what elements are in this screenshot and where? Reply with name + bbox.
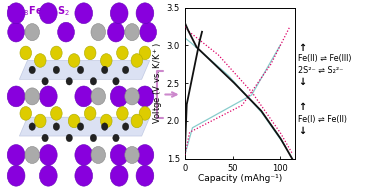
Circle shape [42, 77, 48, 85]
Circle shape [75, 145, 93, 165]
Circle shape [125, 146, 139, 163]
Text: 2S²⁻ ⇌ S₂²⁻: 2S²⁻ ⇌ S₂²⁻ [298, 66, 344, 75]
Text: ↑: ↑ [298, 43, 306, 53]
Circle shape [7, 86, 25, 107]
Circle shape [136, 145, 154, 165]
Circle shape [51, 46, 62, 60]
Circle shape [125, 24, 139, 41]
Circle shape [117, 107, 128, 120]
Circle shape [85, 46, 96, 60]
Circle shape [110, 165, 128, 186]
Circle shape [75, 3, 93, 24]
Circle shape [40, 165, 57, 186]
Circle shape [68, 54, 80, 67]
Circle shape [101, 114, 112, 128]
Text: ↑: ↑ [298, 102, 306, 112]
X-axis label: Capacity (mAhg⁻¹): Capacity (mAhg⁻¹) [198, 174, 282, 183]
Circle shape [34, 54, 46, 67]
Circle shape [77, 66, 84, 74]
Circle shape [7, 3, 25, 24]
Circle shape [29, 123, 36, 130]
Circle shape [66, 77, 72, 85]
Text: Fe(II) ⇌ Fe(III): Fe(II) ⇌ Fe(III) [298, 54, 352, 64]
Circle shape [131, 114, 143, 128]
Y-axis label: Voltge (V vs. K/K$^+$): Voltge (V vs. K/K$^+$) [152, 42, 165, 124]
Circle shape [58, 22, 74, 42]
Circle shape [34, 114, 46, 128]
Circle shape [136, 86, 154, 107]
Circle shape [125, 88, 139, 105]
Circle shape [20, 46, 31, 60]
Circle shape [110, 145, 128, 165]
Circle shape [40, 86, 57, 107]
Circle shape [108, 22, 124, 42]
Circle shape [139, 46, 151, 60]
Circle shape [122, 123, 129, 130]
Circle shape [90, 77, 97, 85]
Circle shape [53, 123, 60, 130]
Circle shape [75, 165, 93, 186]
Circle shape [8, 22, 25, 42]
Circle shape [110, 3, 128, 24]
Circle shape [51, 107, 62, 120]
Circle shape [42, 134, 48, 142]
Circle shape [68, 114, 80, 128]
Circle shape [131, 54, 143, 67]
Circle shape [140, 22, 157, 42]
Circle shape [113, 134, 119, 142]
Circle shape [139, 107, 151, 120]
Circle shape [90, 134, 97, 142]
Circle shape [25, 146, 40, 163]
Circle shape [122, 66, 129, 74]
Text: Fe(I) ⇌ Fe(II): Fe(I) ⇌ Fe(II) [298, 115, 347, 124]
Circle shape [136, 165, 154, 186]
Circle shape [91, 88, 105, 105]
Circle shape [40, 3, 57, 24]
Circle shape [7, 165, 25, 186]
Circle shape [101, 66, 108, 74]
Circle shape [117, 46, 128, 60]
Circle shape [110, 86, 128, 107]
Polygon shape [19, 60, 150, 79]
Circle shape [113, 77, 119, 85]
Circle shape [91, 24, 105, 41]
Circle shape [29, 66, 36, 74]
Circle shape [85, 107, 96, 120]
Circle shape [77, 123, 84, 130]
Text: ↓: ↓ [298, 77, 306, 87]
Circle shape [101, 54, 112, 67]
Text: K$_{0.78}$Fe$_{1.60}$S$_2$: K$_{0.78}$Fe$_{1.60}$S$_2$ [7, 4, 71, 18]
Circle shape [40, 145, 57, 165]
Circle shape [25, 24, 40, 41]
Polygon shape [19, 117, 150, 136]
Circle shape [7, 145, 25, 165]
Text: ↓: ↓ [298, 126, 306, 136]
Circle shape [101, 123, 108, 130]
Circle shape [136, 3, 154, 24]
Circle shape [53, 66, 60, 74]
Circle shape [91, 146, 105, 163]
Circle shape [25, 88, 40, 105]
Circle shape [75, 86, 93, 107]
Circle shape [20, 107, 31, 120]
Circle shape [66, 134, 72, 142]
